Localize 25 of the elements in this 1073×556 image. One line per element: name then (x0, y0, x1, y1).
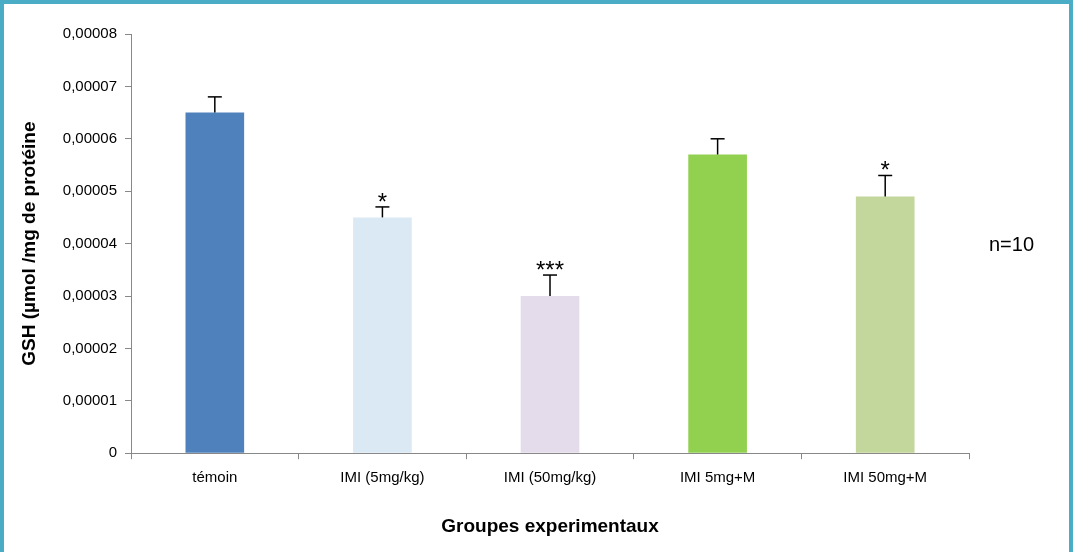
annotation: * (377, 187, 388, 215)
x-axis-title: Groupes experimentaux (441, 514, 660, 536)
x-tick-label: IMI 5mg+M (679, 468, 756, 486)
y-tick-label: 0,00002 (62, 338, 118, 356)
y-tick-label: 0,00006 (62, 128, 118, 146)
y-tick-label: 0,00004 (62, 233, 118, 251)
bar (185, 112, 245, 453)
text: n=10 (989, 232, 1035, 255)
x-tick-label: témoin (192, 468, 238, 486)
y-tick-label: 0,00008 (62, 24, 118, 42)
y-tick-label: 0,00001 (62, 390, 118, 408)
y-tick-label: 0,00005 (62, 181, 118, 199)
y-tick-label: 0 (108, 443, 118, 461)
bar (353, 217, 412, 453)
bar (520, 296, 580, 453)
annotation: * (880, 156, 890, 184)
y-tick-label: 0,00003 (62, 286, 118, 304)
bar (688, 154, 747, 453)
y-axis-title: GSH (µmol /mg de protéine (17, 121, 39, 366)
bar (855, 196, 915, 453)
x-tick-label: IMI (5mg/kg) (340, 468, 425, 486)
x-tick-label: IMI 50mg+M (843, 468, 928, 486)
x-tick-label: IMI (50mg/kg) (503, 468, 597, 486)
y-tick-label: 0,00007 (62, 76, 118, 94)
annotation: *** (535, 255, 565, 283)
